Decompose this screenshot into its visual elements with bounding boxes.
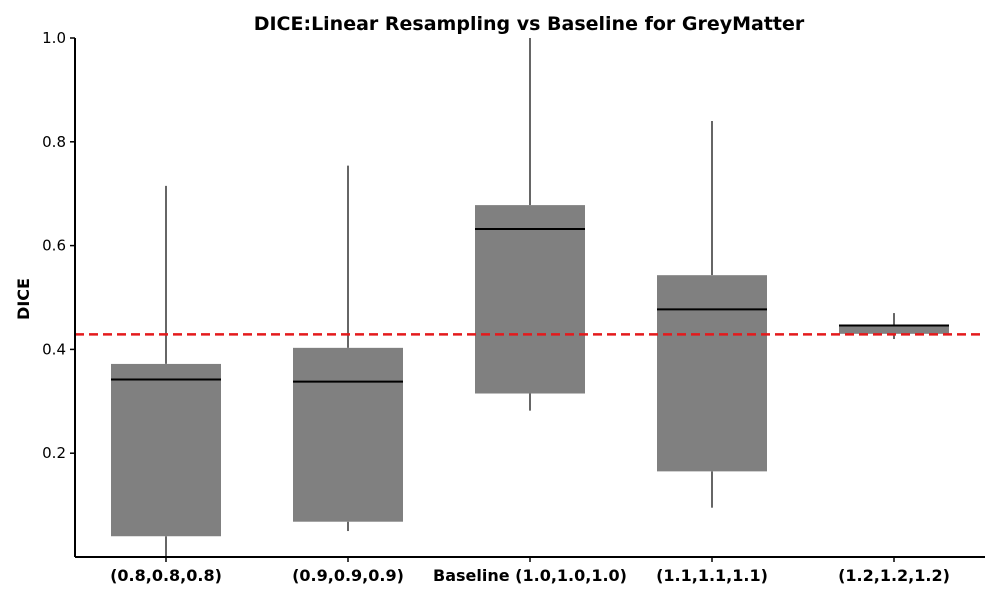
x-tick-label: (1.1,1.1,1.1)	[656, 566, 768, 585]
y-tick-label: 1.0	[42, 29, 66, 47]
plot-area	[75, 38, 985, 557]
box-group	[657, 121, 767, 508]
y-tick-label: 0.4	[42, 340, 66, 358]
iqr-box	[111, 363, 221, 537]
x-tick-label: (0.9,0.9,0.9)	[292, 566, 404, 585]
iqr-box	[657, 275, 767, 472]
iqr-box	[475, 205, 585, 394]
iqr-box	[839, 324, 949, 334]
y-axis-label: DICE	[14, 278, 33, 320]
y-tick-label: 0.6	[42, 237, 66, 255]
box-group	[475, 38, 585, 411]
box-group	[111, 185, 221, 557]
x-tick-label: (1.2,1.2,1.2)	[838, 566, 950, 585]
y-tick-label: 0.8	[42, 133, 66, 151]
y-tick-label: 0.2	[42, 444, 66, 462]
iqr-box	[293, 347, 403, 522]
x-tick-label: Baseline (1.0,1.0,1.0)	[433, 566, 627, 585]
box-group	[293, 165, 403, 532]
chart-title: DICE:Linear Resampling vs Baseline for G…	[254, 13, 805, 35]
x-tick-label: (0.8,0.8,0.8)	[110, 566, 222, 585]
